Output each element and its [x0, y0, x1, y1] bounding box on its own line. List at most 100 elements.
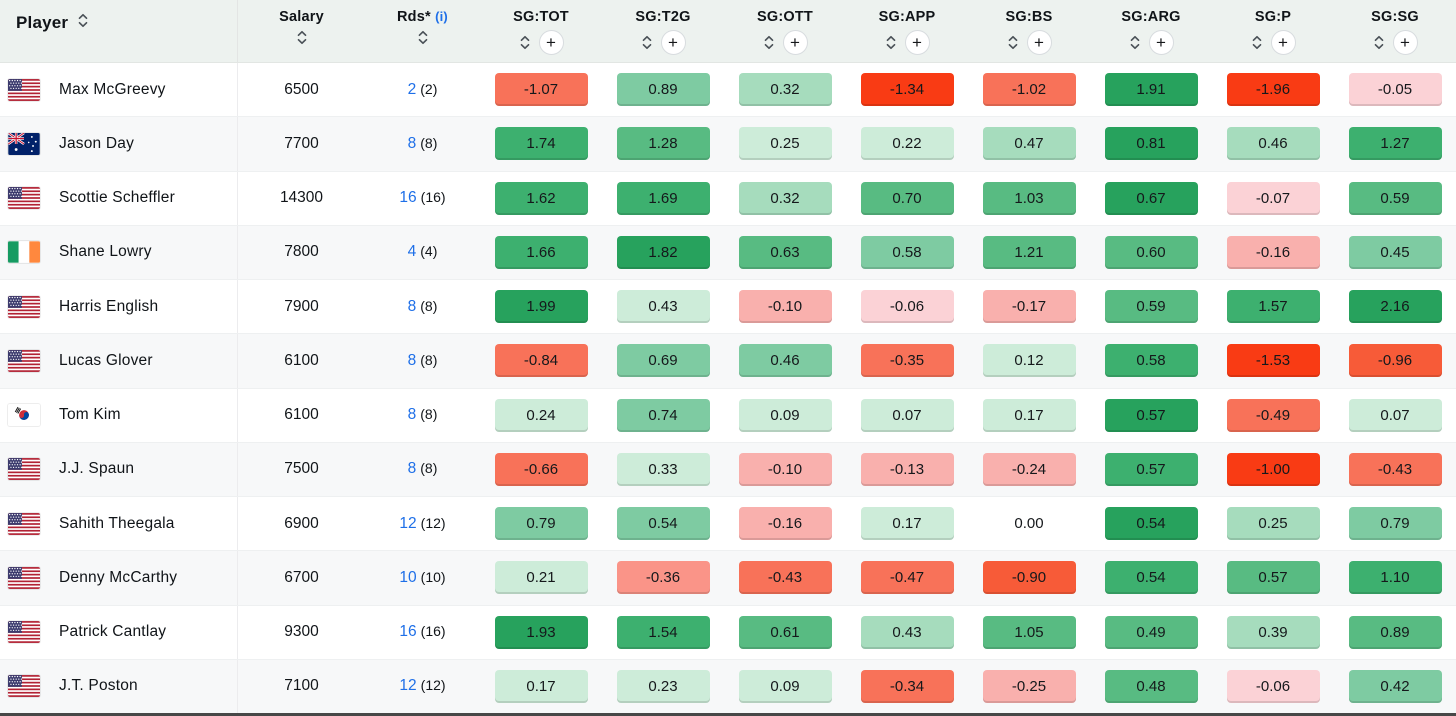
table-row: Shane Lowry 7800 4 (4) 1.66 1.82 0.63 0.58 1.21 0…: [0, 224, 1456, 279]
salary-cell: 7100: [238, 660, 365, 713]
player-name[interactable]: Scottie Scheffler: [59, 189, 175, 207]
sg-cell: -1.00: [1212, 443, 1334, 496]
column-header-sg[interactable]: SG:P +: [1212, 0, 1334, 62]
player-name[interactable]: Jason Day: [59, 134, 135, 152]
rounds-link[interactable]: 8: [407, 351, 417, 369]
sg-cell: -0.24: [968, 443, 1090, 496]
sg-value-badge: 0.23: [616, 669, 710, 703]
column-header-sg-label[interactable]: SG:APP: [878, 9, 936, 25]
player-name[interactable]: J.T. Poston: [59, 677, 138, 695]
sg-value-badge: 0.45: [1348, 235, 1442, 269]
sg-value-badge: 1.99: [494, 290, 588, 324]
player-name[interactable]: Tom Kim: [59, 406, 121, 424]
column-header-controls: +: [1129, 30, 1174, 55]
sg-cell: 0.60: [1090, 226, 1212, 279]
add-column-button[interactable]: +: [1392, 30, 1418, 55]
player-name[interactable]: Sahith Theegala: [59, 514, 175, 532]
add-column-button[interactable]: +: [1148, 30, 1174, 55]
column-header-salary-label[interactable]: Salary: [279, 9, 324, 25]
column-header-sg-label[interactable]: SG:OTT: [757, 9, 813, 25]
add-column-button[interactable]: +: [538, 30, 564, 55]
flag-icon-us: [8, 675, 40, 698]
column-header-sg[interactable]: SG:OTT +: [724, 0, 846, 62]
sg-value-badge: -1.00: [1226, 452, 1320, 486]
sg-cell: -0.16: [1212, 226, 1334, 279]
rounds-link[interactable]: 12: [399, 677, 417, 695]
rounds-link[interactable]: 2: [407, 80, 417, 98]
sg-cell: 0.45: [1334, 226, 1456, 279]
info-icon[interactable]: (i): [435, 9, 448, 24]
sg-value-badge: 0.07: [1348, 398, 1442, 432]
sg-value-badge: 1.82: [616, 235, 710, 269]
sort-icon[interactable]: [296, 30, 308, 45]
player-name[interactable]: Max McGreevy: [59, 80, 166, 98]
add-column-button[interactable]: +: [1026, 30, 1052, 55]
sg-cell: 0.59: [1334, 172, 1456, 225]
add-column-button[interactable]: +: [782, 30, 808, 55]
rounds-link[interactable]: 12: [399, 514, 417, 532]
player-name[interactable]: Denny McCarthy: [59, 568, 178, 586]
rounds-link[interactable]: 8: [407, 406, 417, 424]
sg-value-badge: 0.46: [1226, 127, 1320, 161]
column-header-sg[interactable]: SG:T2G +: [602, 0, 724, 62]
table-row: J.T. Poston 7100 12 (12) 0.17 0.23 0.09 -0.34 -0…: [0, 658, 1456, 713]
sg-value-badge: 0.46: [738, 344, 832, 378]
rounds-link[interactable]: 4: [407, 243, 417, 261]
rounds-link[interactable]: 8: [407, 297, 417, 315]
column-header-sg[interactable]: SG:ARG +: [1090, 0, 1212, 62]
sg-cell: 0.54: [1090, 497, 1212, 550]
column-header-sg-label[interactable]: SG:TOT: [513, 9, 569, 25]
column-header-sg[interactable]: SG:BS +: [968, 0, 1090, 62]
salary-cell: 7700: [238, 117, 365, 170]
player-name[interactable]: Patrick Cantlay: [59, 623, 167, 641]
column-header-rounds-label[interactable]: Rds* (i): [397, 9, 448, 25]
sort-icon[interactable]: [1251, 35, 1263, 50]
sort-icon[interactable]: [641, 35, 653, 50]
sort-icon[interactable]: [1373, 35, 1385, 50]
sort-icon[interactable]: [1007, 35, 1019, 50]
player-name[interactable]: Harris English: [59, 297, 159, 315]
salary-value: 7900: [284, 297, 319, 315]
sg-cell: -0.96: [1334, 334, 1456, 387]
table-row: Scottie Scheffler 14300 16 (16) 1.62 1.69 0.32…: [0, 170, 1456, 225]
add-column-button[interactable]: +: [1270, 30, 1296, 55]
column-header-sg-label[interactable]: SG:SG: [1371, 9, 1419, 25]
rounds-link[interactable]: 16: [399, 189, 417, 207]
sg-value-badge: 1.28: [616, 127, 710, 161]
column-header-sg-label[interactable]: SG:T2G: [635, 9, 691, 25]
sort-icon[interactable]: [885, 35, 897, 50]
add-column-button[interactable]: +: [904, 30, 930, 55]
column-header-sg[interactable]: SG:SG +: [1334, 0, 1456, 62]
player-name[interactable]: Shane Lowry: [59, 243, 152, 261]
add-column-button[interactable]: +: [660, 30, 686, 55]
sg-value-badge: 0.57: [1104, 398, 1198, 432]
rounds-link[interactable]: 10: [399, 568, 417, 586]
sg-cell: 0.24: [480, 389, 602, 442]
rounds-link[interactable]: 8: [407, 134, 417, 152]
sort-icon[interactable]: [519, 35, 531, 50]
sg-value-badge: 0.70: [860, 181, 954, 215]
sg-cell: -0.25: [968, 660, 1090, 713]
player-name[interactable]: Lucas Glover: [59, 351, 153, 369]
column-header-sg-label[interactable]: SG:ARG: [1121, 9, 1181, 25]
sort-icon[interactable]: [763, 35, 775, 50]
column-header-sg[interactable]: SG:TOT +: [480, 0, 602, 62]
column-header-sg[interactable]: SG:APP +: [846, 0, 968, 62]
sort-icon[interactable]: [77, 13, 89, 28]
column-header-player-label[interactable]: Player: [16, 13, 69, 32]
rounds-cell: 2 (2): [365, 63, 480, 116]
rounds-link[interactable]: 8: [407, 460, 417, 478]
sort-icon[interactable]: [417, 30, 429, 45]
sg-cell: 0.47: [968, 117, 1090, 170]
column-header-rounds[interactable]: Rds* (i): [365, 0, 480, 62]
player-cell: Shane Lowry: [0, 225, 238, 279]
sort-icon[interactable]: [1129, 35, 1141, 50]
column-header-player[interactable]: Player: [0, 0, 238, 62]
column-header-controls: +: [1373, 30, 1418, 55]
player-name[interactable]: J.J. Spaun: [59, 460, 135, 478]
column-header-salary[interactable]: Salary: [238, 0, 365, 62]
rounds-link[interactable]: 16: [399, 623, 417, 641]
sg-cell: -1.02: [968, 63, 1090, 116]
column-header-sg-label[interactable]: SG:BS: [1005, 9, 1053, 25]
column-header-sg-label[interactable]: SG:P: [1254, 9, 1292, 25]
